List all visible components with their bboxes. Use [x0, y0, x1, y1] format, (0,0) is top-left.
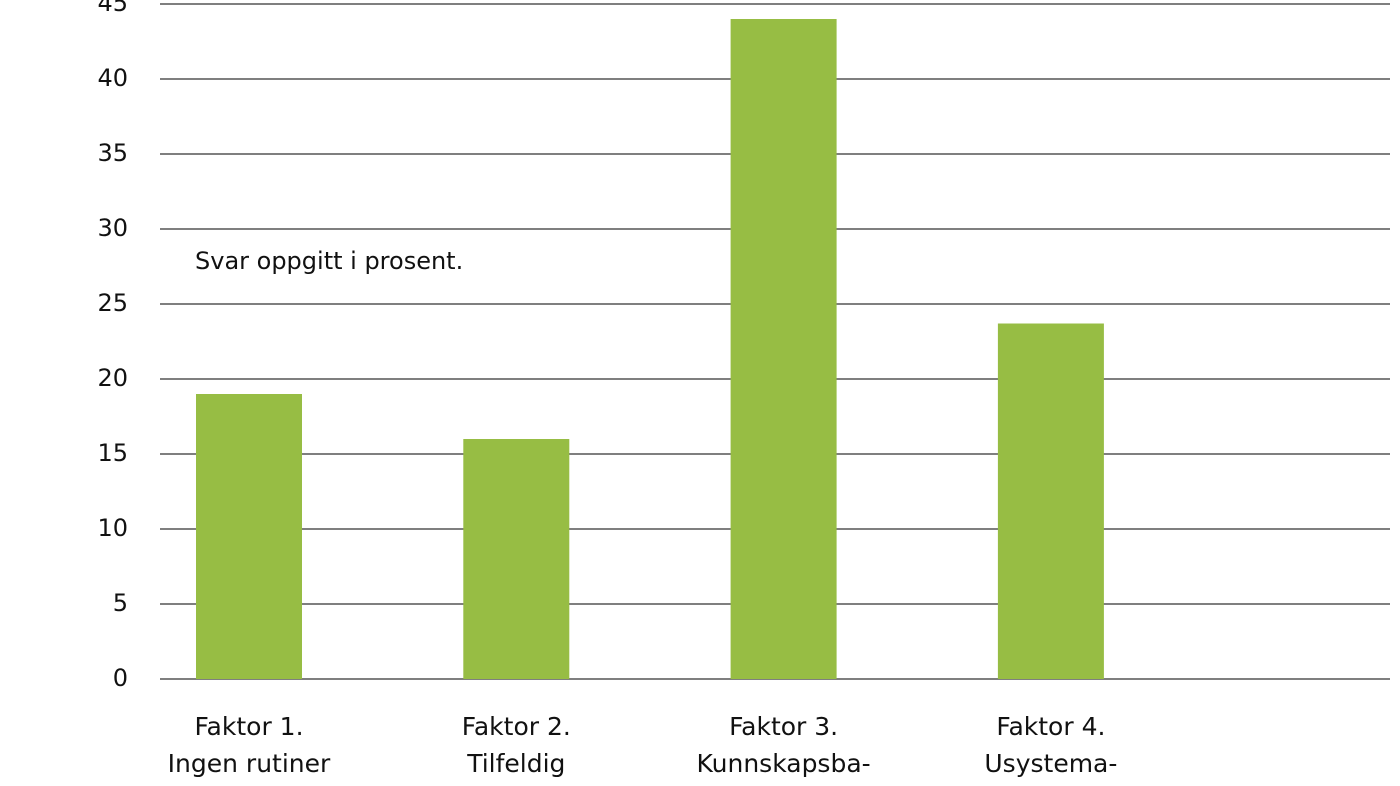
- y-tick-label: 30: [97, 214, 128, 242]
- y-tick-label: 0: [113, 664, 128, 692]
- x-tick-label: Faktor 4.: [996, 712, 1105, 741]
- x-tick-label: Faktor 2.: [462, 712, 571, 741]
- y-tick-label: 35: [97, 139, 128, 167]
- bar: [196, 394, 302, 679]
- x-tick-label: Ingen rutiner: [168, 749, 331, 778]
- annotation: Svar oppgitt i prosent.: [195, 247, 463, 275]
- y-tick-label: 5: [113, 589, 128, 617]
- x-tick-label: Usystema-: [984, 749, 1117, 778]
- y-tick-label: 10: [97, 514, 128, 542]
- y-tick-label: 45: [97, 0, 128, 17]
- bar: [463, 439, 570, 679]
- x-tick-label: Faktor 3.: [729, 712, 838, 741]
- bar: [997, 323, 1104, 679]
- x-tick-label: Faktor 1.: [194, 712, 303, 741]
- x-tick-label: Kunnskapsba-: [697, 749, 871, 778]
- y-tick-label: 15: [97, 439, 128, 467]
- bar: [730, 19, 837, 679]
- y-tick-label: 25: [97, 289, 128, 317]
- y-tick-label: 40: [97, 64, 128, 92]
- y-tick-label: 20: [97, 364, 128, 392]
- x-tick-label: Tilfeldig: [466, 749, 565, 778]
